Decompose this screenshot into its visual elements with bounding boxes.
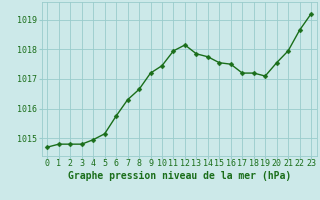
X-axis label: Graphe pression niveau de la mer (hPa): Graphe pression niveau de la mer (hPa) bbox=[68, 171, 291, 181]
